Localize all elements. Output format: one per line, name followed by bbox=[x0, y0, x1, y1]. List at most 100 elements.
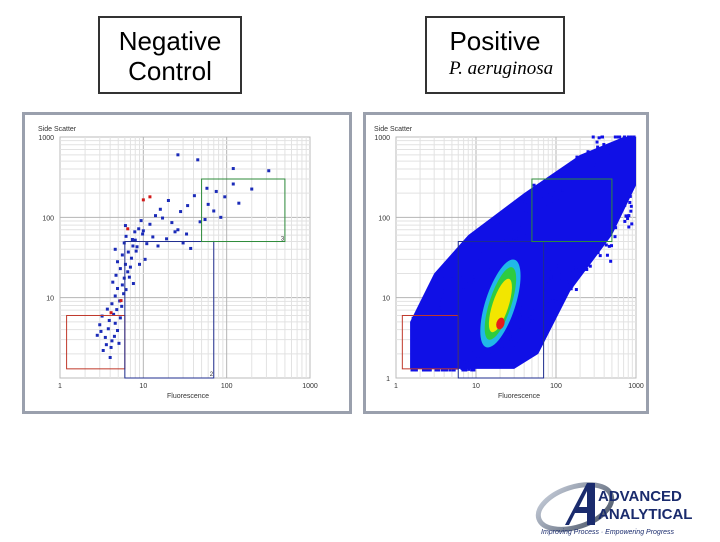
logo-line1: ADVANCED bbox=[598, 488, 682, 505]
density-point bbox=[539, 197, 543, 201]
scatter-point-highlight bbox=[126, 227, 130, 231]
scatter-point bbox=[122, 276, 126, 280]
density-point bbox=[515, 311, 519, 315]
density-point bbox=[469, 283, 473, 287]
density-point bbox=[516, 234, 520, 238]
scatter-point bbox=[158, 207, 162, 211]
density-point bbox=[605, 253, 609, 257]
density-point bbox=[475, 259, 479, 263]
scatter-point bbox=[116, 287, 120, 291]
density-point bbox=[609, 259, 613, 263]
density-point bbox=[462, 288, 466, 292]
density-point bbox=[461, 285, 465, 289]
density-point bbox=[574, 288, 578, 292]
density-point bbox=[483, 355, 487, 359]
density-point bbox=[594, 163, 598, 167]
scatter-point bbox=[145, 242, 149, 246]
density-point bbox=[574, 265, 578, 269]
density-point bbox=[487, 235, 491, 239]
density-point bbox=[582, 263, 586, 267]
density-point bbox=[562, 297, 566, 301]
density-point bbox=[517, 223, 521, 227]
density-point bbox=[557, 279, 561, 283]
density-point bbox=[443, 289, 447, 293]
gate-region bbox=[124, 241, 215, 379]
density-point bbox=[623, 219, 627, 223]
scatter-point bbox=[138, 262, 142, 266]
scatter-point bbox=[196, 158, 200, 162]
density-point bbox=[472, 368, 476, 372]
scatter-point bbox=[129, 256, 133, 260]
density-point bbox=[614, 226, 618, 230]
density-point bbox=[552, 202, 556, 206]
scatter-point-highlight bbox=[141, 198, 145, 202]
scatter-point bbox=[198, 220, 202, 224]
density-point bbox=[507, 215, 511, 219]
density-point bbox=[471, 244, 475, 248]
scatter-point bbox=[205, 186, 209, 190]
density-point bbox=[440, 292, 444, 296]
density-level-4 bbox=[496, 317, 505, 330]
scatter-point-highlight bbox=[148, 195, 152, 199]
density-point bbox=[521, 306, 525, 310]
density-point bbox=[543, 205, 547, 209]
x-tick-label: 100 bbox=[550, 383, 562, 390]
density-point bbox=[628, 200, 632, 204]
density-point bbox=[543, 200, 547, 204]
density-point bbox=[480, 364, 484, 368]
density-point bbox=[587, 237, 591, 241]
density-point bbox=[628, 194, 632, 198]
density-point bbox=[440, 368, 444, 372]
scatter-point bbox=[120, 253, 124, 257]
x-tick-label: 1000 bbox=[302, 383, 318, 390]
density-point bbox=[464, 270, 468, 274]
density-point bbox=[415, 322, 419, 326]
density-point bbox=[411, 316, 415, 320]
density-point bbox=[414, 335, 418, 339]
density-point bbox=[464, 368, 468, 372]
density-point bbox=[448, 274, 452, 278]
density-point bbox=[556, 179, 560, 183]
density-point bbox=[478, 252, 482, 256]
y-axis-label: Side Scatter bbox=[374, 126, 413, 133]
logo-tagline: Improving Process · Empowering Progress bbox=[541, 529, 675, 536]
density-point bbox=[478, 256, 482, 260]
density-point bbox=[569, 287, 573, 291]
negative-scatter-panel: Side Scatter Fluorescence 10 100 1000 1 10 100 1… bbox=[22, 112, 352, 414]
scatter-point bbox=[118, 316, 122, 320]
density-point bbox=[552, 196, 556, 200]
advanced-analytical-logo: ADVANCED ANALYTICAL Improving Process · … bbox=[535, 477, 715, 537]
density-point bbox=[617, 135, 621, 139]
scatter-point bbox=[176, 228, 180, 232]
scatter-point bbox=[122, 292, 126, 296]
density-point bbox=[511, 346, 515, 350]
density-point bbox=[629, 209, 633, 213]
density-point bbox=[455, 366, 459, 370]
density-point bbox=[509, 337, 513, 341]
density-point bbox=[506, 330, 510, 334]
density-point bbox=[445, 368, 449, 372]
scatter-point bbox=[250, 187, 254, 191]
density-point bbox=[471, 364, 475, 368]
scatter-point bbox=[176, 153, 180, 157]
scatter-point bbox=[130, 237, 134, 241]
scatter-point bbox=[223, 195, 227, 199]
density-point bbox=[499, 257, 503, 261]
y-tick-label: 100 bbox=[42, 215, 54, 222]
density-point bbox=[525, 221, 529, 225]
scatter-point bbox=[154, 214, 158, 218]
scatter-point bbox=[113, 321, 117, 325]
scatter-point bbox=[131, 244, 135, 248]
density-point bbox=[547, 279, 551, 283]
density-point bbox=[476, 343, 480, 347]
negative-title-line2: Control bbox=[128, 56, 212, 86]
density-point bbox=[604, 243, 608, 247]
density-point bbox=[627, 225, 631, 229]
density-point bbox=[439, 306, 443, 310]
x-tick-label: 100 bbox=[221, 383, 233, 390]
positive-density-plot: Side Scatter Fluorescence 1 10 100 1000 1 10 100… bbox=[374, 126, 644, 400]
positive-density-panel: Side Scatter Fluorescence 1 10 100 1000 1 10 100… bbox=[363, 112, 649, 414]
density-point bbox=[517, 227, 521, 231]
scatter-point bbox=[151, 235, 155, 239]
scatter-point bbox=[109, 345, 113, 349]
